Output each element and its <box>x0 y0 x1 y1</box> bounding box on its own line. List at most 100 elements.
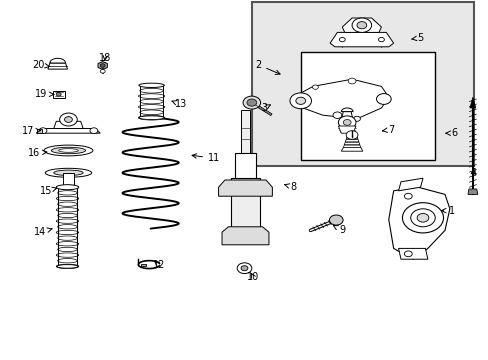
Circle shape <box>356 22 366 29</box>
Circle shape <box>312 85 318 89</box>
Circle shape <box>402 203 443 233</box>
Circle shape <box>39 128 47 134</box>
Text: 17: 17 <box>22 126 41 136</box>
Circle shape <box>404 193 411 199</box>
Polygon shape <box>37 129 100 133</box>
Polygon shape <box>222 227 268 245</box>
Ellipse shape <box>56 264 79 269</box>
Ellipse shape <box>140 99 163 104</box>
Text: 16: 16 <box>28 148 47 158</box>
Circle shape <box>243 96 260 109</box>
Circle shape <box>237 263 251 274</box>
Text: 8: 8 <box>284 182 296 192</box>
Text: 10: 10 <box>246 272 259 282</box>
Circle shape <box>351 18 371 32</box>
Ellipse shape <box>56 196 79 201</box>
Bar <box>251 2 473 166</box>
Ellipse shape <box>56 253 79 257</box>
FancyBboxPatch shape <box>53 91 64 98</box>
Polygon shape <box>467 189 477 194</box>
Text: 11: 11 <box>192 153 220 163</box>
Polygon shape <box>50 58 65 63</box>
Ellipse shape <box>56 219 79 223</box>
Ellipse shape <box>58 213 77 218</box>
Ellipse shape <box>58 247 77 252</box>
Ellipse shape <box>56 208 79 212</box>
Circle shape <box>246 99 256 106</box>
Circle shape <box>332 112 341 118</box>
Circle shape <box>410 209 434 227</box>
Ellipse shape <box>54 170 83 175</box>
Circle shape <box>378 37 384 42</box>
Text: 13: 13 <box>171 99 187 109</box>
Text: 14: 14 <box>34 227 52 237</box>
Text: 12: 12 <box>152 260 165 270</box>
Circle shape <box>64 117 72 122</box>
Polygon shape <box>398 178 422 191</box>
Ellipse shape <box>58 236 77 240</box>
Ellipse shape <box>140 110 163 114</box>
Circle shape <box>346 131 357 139</box>
Text: 4: 4 <box>469 168 475 178</box>
Text: 19: 19 <box>35 89 54 99</box>
Ellipse shape <box>58 202 77 206</box>
Circle shape <box>241 266 247 271</box>
Ellipse shape <box>44 145 93 156</box>
Ellipse shape <box>140 89 163 93</box>
Text: 15: 15 <box>40 186 57 196</box>
Circle shape <box>90 128 98 134</box>
Text: 20: 20 <box>32 60 50 70</box>
Ellipse shape <box>58 225 77 229</box>
Polygon shape <box>338 126 355 133</box>
Ellipse shape <box>56 242 79 246</box>
Circle shape <box>339 37 345 42</box>
Ellipse shape <box>139 116 164 120</box>
Ellipse shape <box>138 94 164 99</box>
FancyBboxPatch shape <box>234 153 256 182</box>
Circle shape <box>56 93 61 96</box>
Polygon shape <box>345 139 358 142</box>
Circle shape <box>376 94 390 104</box>
Polygon shape <box>341 112 352 121</box>
Circle shape <box>404 251 411 257</box>
Text: 5: 5 <box>411 33 423 43</box>
Text: 3: 3 <box>261 103 270 113</box>
Text: 6: 6 <box>445 128 457 138</box>
Polygon shape <box>98 62 107 69</box>
Text: 18: 18 <box>99 53 111 63</box>
Ellipse shape <box>57 265 78 268</box>
Circle shape <box>100 69 105 73</box>
Ellipse shape <box>56 185 79 190</box>
Polygon shape <box>342 18 381 32</box>
Ellipse shape <box>138 115 164 120</box>
Circle shape <box>100 64 105 67</box>
Ellipse shape <box>45 168 92 177</box>
Polygon shape <box>293 79 388 119</box>
Ellipse shape <box>58 258 77 263</box>
Circle shape <box>347 78 355 84</box>
Polygon shape <box>344 142 359 145</box>
Circle shape <box>338 116 355 129</box>
FancyBboxPatch shape <box>141 264 146 266</box>
Ellipse shape <box>51 147 85 154</box>
Polygon shape <box>398 248 427 259</box>
Circle shape <box>289 93 311 109</box>
Ellipse shape <box>139 83 164 87</box>
Ellipse shape <box>138 104 164 109</box>
Polygon shape <box>341 108 352 112</box>
Polygon shape <box>218 180 272 196</box>
Ellipse shape <box>59 149 78 152</box>
Circle shape <box>353 116 360 121</box>
Circle shape <box>343 120 350 125</box>
Polygon shape <box>388 187 449 259</box>
FancyBboxPatch shape <box>230 178 260 229</box>
Polygon shape <box>54 121 83 129</box>
Text: 7: 7 <box>382 125 393 135</box>
Polygon shape <box>341 148 362 151</box>
Circle shape <box>416 213 428 222</box>
Circle shape <box>329 215 343 225</box>
Polygon shape <box>48 63 67 69</box>
Circle shape <box>295 97 305 104</box>
Text: 9: 9 <box>333 225 345 235</box>
Polygon shape <box>343 145 360 148</box>
